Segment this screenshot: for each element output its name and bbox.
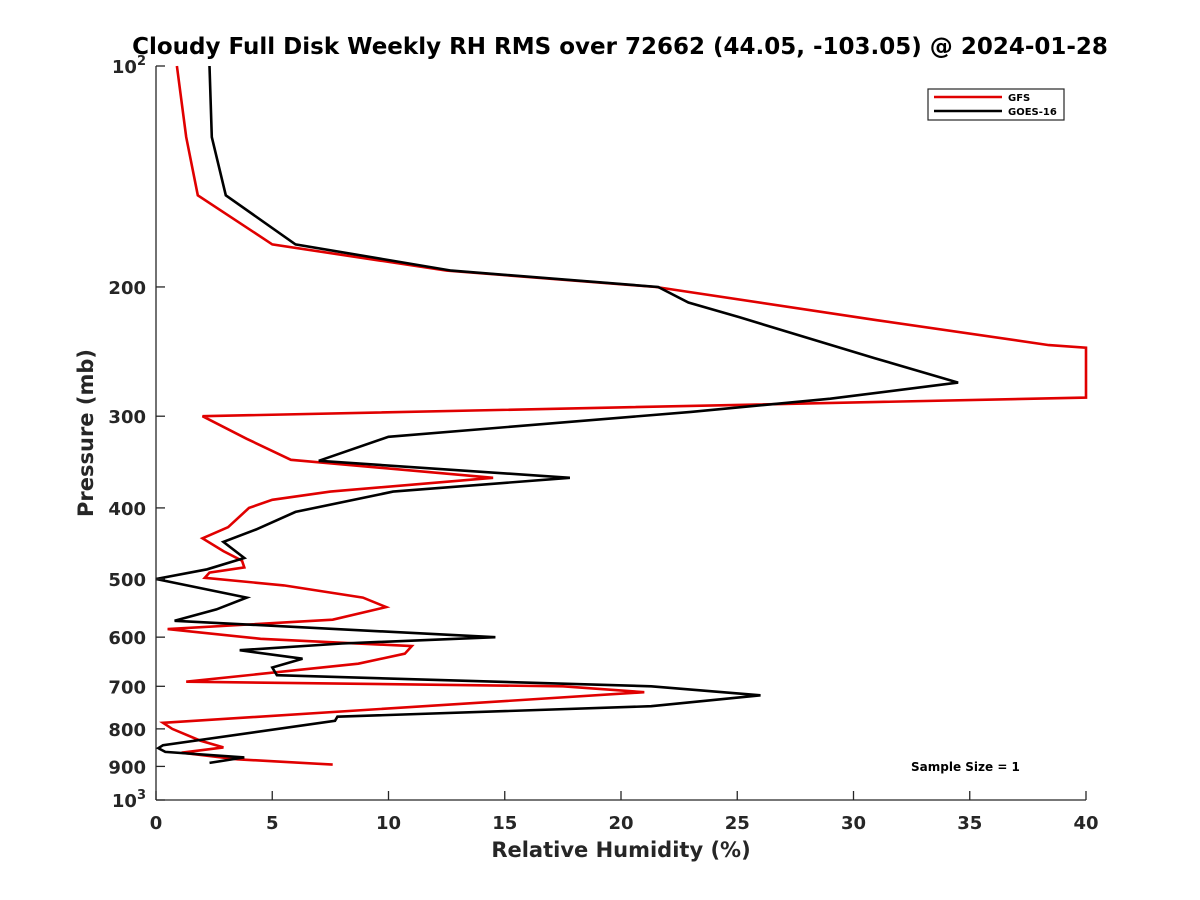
series-line-gfs — [159, 65, 1088, 766]
legend: GFS GOES-16 — [927, 88, 1065, 121]
legend-box — [927, 88, 1065, 121]
x-tick-label: 30 — [841, 813, 866, 834]
x-tick-label: 40 — [1073, 813, 1098, 834]
legend-label-goes-16: GOES-16 — [1008, 107, 1057, 118]
y-tick-label: 103 — [112, 788, 146, 812]
y-tick-label: 102 — [112, 54, 146, 78]
y-axis-label: Pressure (mb) — [74, 349, 98, 517]
y-tick-label: 300 — [108, 407, 146, 428]
series-layer — [155, 65, 1088, 766]
legend-label-gfs: GFS — [1008, 93, 1030, 104]
y-tick-label: 800 — [108, 720, 146, 741]
x-tick-label: 35 — [957, 813, 982, 834]
x-ticks: 0 5 10 15 20 25 30 35 40 — [150, 791, 1099, 834]
x-axis-label: Relative Humidity (%) — [491, 838, 750, 862]
plot-area: 0 5 10 15 20 25 30 35 40 102 200 300 400 500 600 700 80… — [108, 54, 1098, 834]
x-tick-label: 20 — [608, 813, 633, 834]
sample-size-annotation: Sample Size = 1 — [911, 760, 1020, 774]
y-tick-label: 600 — [108, 628, 146, 649]
y-ticks: 102 200 300 400 500 600 700 800 900 103 — [108, 54, 165, 812]
y-tick-label: 200 — [108, 278, 146, 299]
x-tick-label: 25 — [725, 813, 750, 834]
x-tick-label: 0 — [150, 813, 163, 834]
series-line-goes-16 — [155, 65, 959, 765]
y-tick-label: 500 — [108, 570, 146, 591]
x-tick-label: 10 — [376, 813, 401, 834]
x-tick-label: 5 — [266, 813, 279, 834]
y-tick-label: 400 — [108, 499, 146, 520]
x-tick-label: 15 — [492, 813, 517, 834]
y-tick-label: 700 — [108, 677, 146, 698]
chart-title: Cloudy Full Disk Weekly RH RMS over 7266… — [132, 34, 1108, 60]
y-tick-label: 900 — [108, 757, 146, 778]
